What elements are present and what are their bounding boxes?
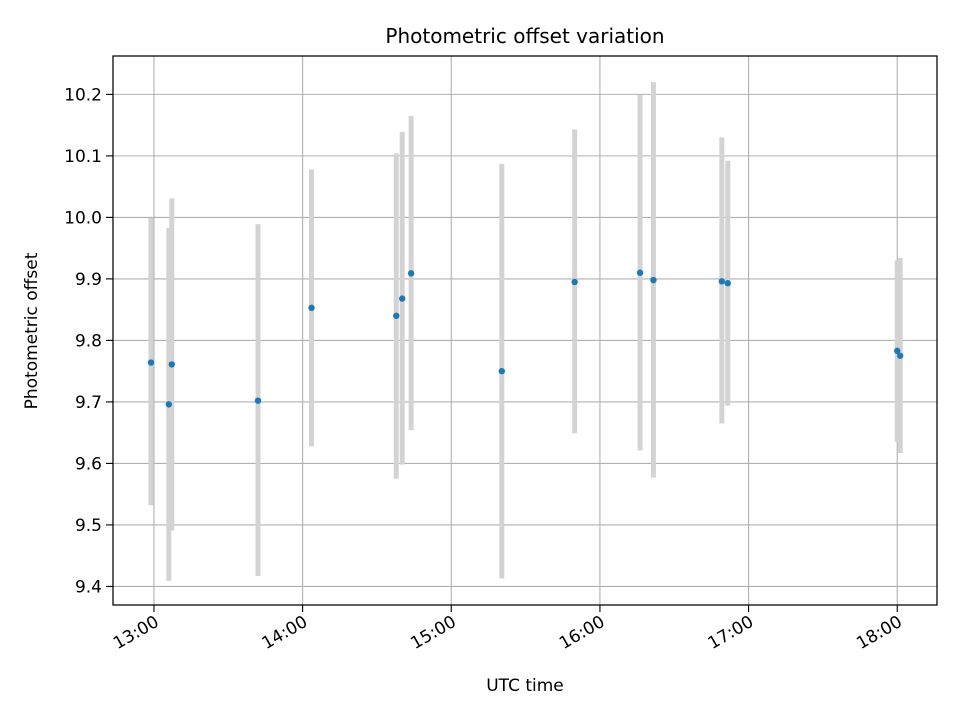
y-tick-label: 10.1 xyxy=(64,147,102,167)
y-axis-ticks: 9.4 9.5 9.6 9.7 9.8 9.9 10.0 10.1 10.2 xyxy=(64,85,113,597)
data-point xyxy=(650,276,657,284)
y-tick-label: 9.4 xyxy=(75,577,102,597)
y-tick-label: 9.8 xyxy=(75,331,102,351)
data-point xyxy=(894,347,901,355)
data-point xyxy=(165,401,173,408)
y-axis-title: Photometric offset xyxy=(22,252,42,409)
data-point xyxy=(407,270,415,277)
y-tick-label: 9.6 xyxy=(75,454,102,474)
data-points xyxy=(147,269,904,408)
y-tick-label: 10.0 xyxy=(64,208,102,228)
y-tick-label: 9.9 xyxy=(75,270,102,290)
x-axis-title: UTC time xyxy=(486,676,564,696)
data-point xyxy=(308,304,315,312)
data-point xyxy=(724,280,731,287)
data-point xyxy=(168,361,175,368)
data-point xyxy=(399,295,406,302)
data-point xyxy=(147,359,155,366)
data-point xyxy=(498,367,506,375)
data-point xyxy=(636,269,644,276)
data-point xyxy=(393,312,400,320)
data-point xyxy=(718,278,726,285)
data-point xyxy=(571,278,578,286)
y-tick-label: 10.2 xyxy=(64,85,102,105)
plot-frame xyxy=(112,55,938,606)
data-point xyxy=(254,397,262,404)
y-tick-label: 9.5 xyxy=(75,516,102,536)
y-tick-label: 9.7 xyxy=(75,393,102,413)
chart-title: Photometric offset variation xyxy=(385,24,664,48)
data-point xyxy=(897,352,904,359)
